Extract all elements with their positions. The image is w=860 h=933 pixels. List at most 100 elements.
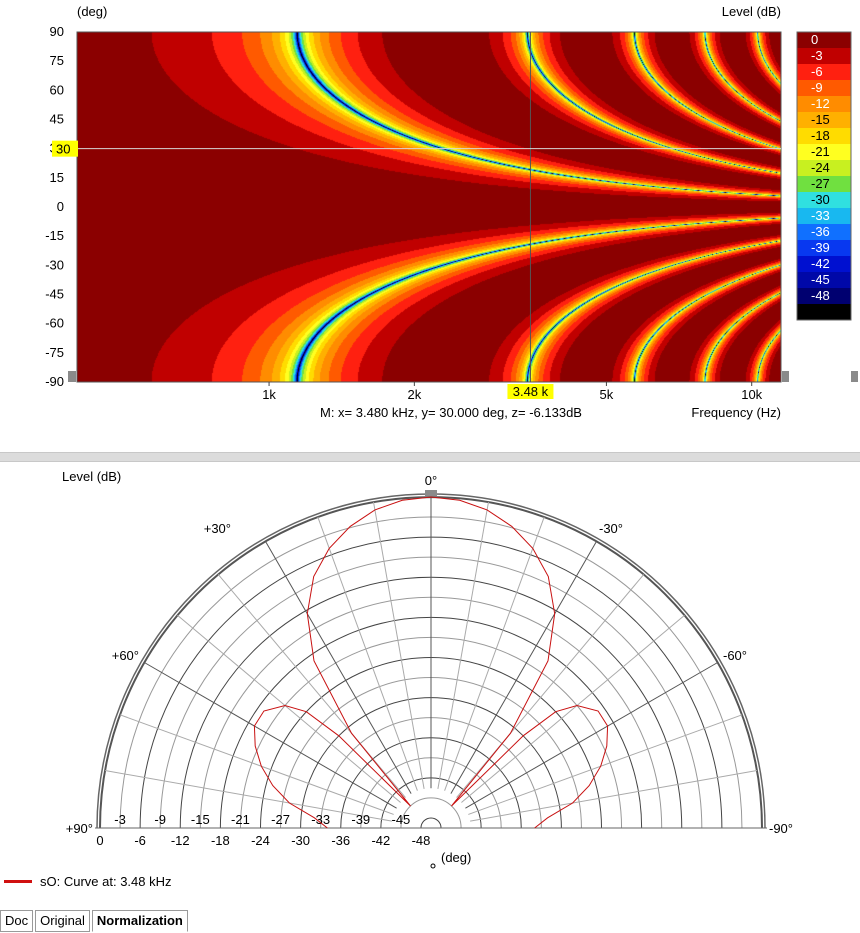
axis-handle-right — [782, 371, 789, 382]
polar-spoke — [119, 714, 394, 815]
y-tick-label: -60 — [45, 316, 64, 331]
colorbar-swatch — [797, 208, 851, 224]
polar-r-label-upper: -27 — [271, 812, 290, 827]
polar-r-label-upper: -39 — [351, 812, 370, 827]
polar-legend: sO: Curve at: 3.48 kHz — [4, 873, 172, 889]
polar-spoke — [465, 662, 718, 809]
y-tick-label: 15 — [50, 170, 64, 185]
polar-angle-label: +60° — [112, 648, 139, 663]
polar-angle-label: -30° — [599, 521, 623, 536]
polar-spoke — [461, 614, 685, 803]
colorbar-label: -21 — [811, 144, 830, 159]
polar-angle-label: +90° — [66, 821, 93, 836]
colorbar-label: -39 — [811, 240, 830, 255]
polar-spoke — [144, 662, 397, 809]
colorbar-label: -33 — [811, 208, 830, 223]
heatmap-ylabel: (deg) — [77, 4, 107, 19]
y-tick-label: 60 — [50, 82, 64, 97]
polar-curve — [253, 496, 609, 829]
polar-r-label-upper: -15 — [191, 812, 210, 827]
x-tick-label: 2k — [407, 387, 421, 402]
polar-spoke — [373, 501, 425, 789]
colorbar-label: -15 — [811, 112, 830, 127]
heatmap-xlabel: Frequency (Hz) — [691, 405, 781, 420]
polar-r-label-lower: -48 — [412, 833, 431, 848]
axis-handle-left — [68, 371, 76, 382]
colorbar-label: -24 — [811, 160, 830, 175]
polar-r-label-lower: -42 — [371, 833, 390, 848]
colorbar-swatch — [797, 144, 851, 160]
polar-spoke — [217, 574, 406, 798]
polar-r-label-upper: -45 — [392, 812, 411, 827]
y-tick-label: 90 — [50, 24, 64, 39]
tab-normalization[interactable]: Normalization — [91, 910, 188, 932]
polar-angle-label: -90° — [769, 821, 793, 836]
colorbar-label: -6 — [811, 64, 823, 79]
x-tick-label: 5k — [600, 387, 614, 402]
colorbar-swatch — [797, 176, 851, 192]
polar-spoke — [265, 541, 412, 794]
colorbar-label: -48 — [811, 288, 830, 303]
cursor-x-label: 3.48 k — [513, 384, 549, 399]
polar-spoke — [470, 770, 758, 822]
polar-grid-circle — [420, 817, 442, 829]
colorbar-swatch — [797, 288, 851, 304]
cursor-y-badge — [52, 140, 78, 157]
colorbar-swatch — [797, 272, 851, 288]
polar-angle-label: +30° — [204, 521, 231, 536]
colorbar-label: -27 — [811, 176, 830, 191]
polar-spoke — [444, 516, 545, 791]
heatmap-frame — [76, 31, 782, 383]
colorbar-swatch — [797, 96, 851, 112]
colorbar-label: -18 — [811, 128, 830, 143]
y-tick-label: 0 — [57, 199, 64, 214]
y-tick-label: -30 — [45, 257, 64, 272]
tab-doc[interactable]: Doc — [0, 910, 34, 932]
polar-r-label-upper: -33 — [311, 812, 330, 827]
polar-spoke — [104, 770, 392, 822]
colorbar-swatch — [797, 224, 851, 240]
colorbar-swatch — [797, 192, 851, 208]
x-tick-label: 1k — [262, 387, 276, 402]
legend-swatch — [4, 879, 32, 883]
pane-splitter[interactable] — [0, 452, 860, 462]
y-tick-label: -75 — [45, 345, 64, 360]
colorbar-label: -42 — [811, 256, 830, 271]
colorbar-swatch — [797, 32, 851, 48]
polar-ylabel: Level (dB) — [62, 469, 121, 484]
colorbar-swatch — [797, 256, 851, 272]
level-colorbar: 0-3-6-9-12-15-18-21-24-27-30-33-36-39-42… — [796, 31, 858, 382]
polar-angle-label: -60° — [723, 648, 747, 663]
polar-spoke — [468, 714, 743, 815]
colorbar-label: -3 — [811, 48, 823, 63]
colorbar-label: 0 — [811, 32, 818, 47]
polar-r-label-lower: -12 — [171, 833, 190, 848]
x-tick-label: 10k — [741, 387, 762, 402]
colorbar-swatch — [797, 160, 851, 176]
polar-r-label-upper: -21 — [231, 812, 250, 827]
y-tick-label: 45 — [50, 112, 64, 127]
directivity-heatmap[interactable] — [76, 31, 782, 383]
polar-r-label-lower: -6 — [134, 833, 146, 848]
polar-r-label-upper: -9 — [154, 812, 166, 827]
y-tick-label: -15 — [45, 228, 64, 243]
y-tick-label: -45 — [45, 287, 64, 302]
polar-plot[interactable]: Level (dB) 0° +30° -30° +60° -60° +90° -90° -3 -9… — [62, 469, 793, 869]
colorbar-swatch — [797, 240, 851, 256]
cursor-x-badge — [507, 384, 554, 399]
polar-spoke — [437, 501, 489, 789]
colorbar-swatch — [797, 64, 851, 80]
colorbar-label: -36 — [811, 224, 830, 239]
colorbar-swatch — [797, 48, 851, 64]
polar-r-label-lower: -24 — [251, 833, 270, 848]
polar-r-label-lower: -18 — [211, 833, 230, 848]
tab-original[interactable]: Original — [35, 910, 90, 932]
colorbar-handle — [851, 371, 858, 382]
colorbar-title: Level (dB) — [722, 4, 781, 19]
polar-spoke — [177, 614, 401, 803]
y-tick-label: -90 — [45, 374, 64, 389]
polar-r-label-upper: -3 — [114, 812, 126, 827]
cursor-readout: M: x= 3.480 kHz, y= 30.000 deg, z= -6.13… — [320, 405, 582, 420]
colorbar-swatch — [797, 304, 851, 320]
